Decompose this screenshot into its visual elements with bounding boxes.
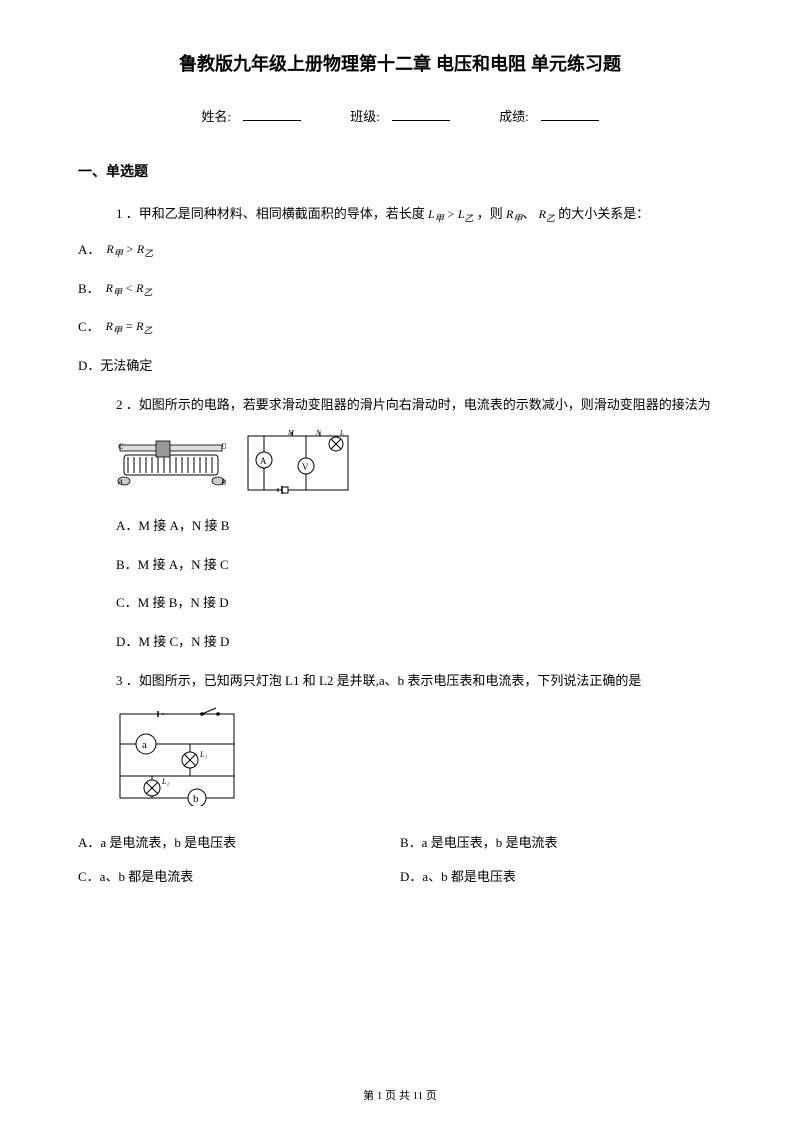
q3-option-b: B．a 是电压表，b 是电流表 — [400, 833, 722, 854]
svg-text:L: L — [339, 430, 344, 437]
svg-text:A: A — [260, 456, 267, 466]
svg-text:V: V — [302, 462, 309, 472]
page-title: 鲁教版九年级上册物理第十二章 电压和电阻 单元练习题 — [78, 50, 722, 79]
q1-option-b: B． R甲 < R乙 — [78, 279, 722, 300]
q1-optB-label: B． — [78, 279, 100, 300]
svg-text:a: a — [142, 739, 147, 751]
q1-option-d: D．无法确定 — [78, 356, 722, 377]
circuit-icon: M N L A V — [244, 430, 354, 498]
question-1: 1 ．甲和乙是同种材料、相同横截面积的导体，若长度 L甲 > L乙 ，则 R甲、… — [78, 204, 722, 377]
section-1-header: 一、单选题 — [78, 160, 722, 182]
svg-text:A: A — [117, 478, 123, 487]
q1-stem-suffix: 的大小关系是： — [558, 206, 649, 221]
q3-option-d: D．a、b 都是电压表 — [400, 867, 722, 888]
name-blank — [243, 107, 301, 121]
svg-text:C: C — [118, 442, 124, 451]
q1-formula-r2: R乙 — [539, 207, 555, 221]
q2-option-c: C．M 接 B，N 接 D — [116, 593, 722, 614]
question-3: 3 ．如图所示，已知两只灯泡 L1 和 L2 是并联,a、b 表示电压表和电流表… — [78, 671, 722, 888]
svg-text:M: M — [287, 430, 295, 437]
q2-stem: 2 ．如图所示的电路，若要求滑动变阻器的滑片向右滑动时，电流表的示数减小，则滑动… — [116, 395, 722, 416]
svg-text:L₁: L₁ — [199, 750, 207, 759]
q2-option-d: D．M 接 C，N 接 D — [116, 632, 722, 653]
q2-figure-row: C D A B M N L A V — [116, 430, 722, 498]
svg-text:b: b — [193, 793, 199, 805]
question-2: 2 ．如图所示的电路，若要求滑动变阻器的滑片向右滑动时，电流表的示数减小，则滑动… — [78, 395, 722, 653]
q1-formula-length: L甲 > L乙 — [428, 207, 474, 221]
q1-option-a: A． R甲 > R乙 — [78, 240, 722, 261]
class-label: 班级: — [350, 109, 380, 124]
q3-stem: 3 ．如图所示，已知两只灯泡 L1 和 L2 是并联,a、b 表示电压表和电流表… — [116, 671, 722, 692]
q3-option-a: A．a 是电流表，b 是电压表 — [78, 833, 400, 854]
q2-option-a: A．M 接 A，N 接 B — [116, 516, 722, 537]
q3-options-row1: A．a 是电流表，b 是电压表 B．a 是电压表，b 是电流表 — [78, 833, 722, 854]
rheostat-icon: C D A B — [116, 437, 226, 491]
circuit2-icon: a L₁ L₂ b — [112, 706, 242, 806]
page-footer: 第 1 页 共 11 页 — [0, 1088, 800, 1106]
q1-optD-label: D．无法确定 — [78, 356, 152, 377]
q1-option-c: C． R甲 = R乙 — [78, 317, 722, 338]
student-info-row: 姓名: 班级: 成绩: — [78, 107, 722, 128]
svg-text:D: D — [220, 442, 226, 451]
q2-option-b: B．M 接 A，N 接 C — [116, 555, 722, 576]
q1-stem: 1 ．甲和乙是同种材料、相同横截面积的导体，若长度 L甲 > L乙 ，则 R甲、… — [116, 204, 722, 226]
q1-optB-formula: R甲 < R乙 — [106, 279, 153, 300]
q1-stem-prefix: 1 ．甲和乙是同种材料、相同横截面积的导体，若长度 — [116, 206, 425, 221]
q1-formula-r1: R甲 — [506, 207, 522, 221]
q3-option-c: C．a、b 都是电流表 — [78, 867, 400, 888]
q1-optA-formula: R甲 > R乙 — [106, 240, 153, 261]
q3-options-row2: C．a、b 都是电流表 D．a、b 都是电压表 — [78, 867, 722, 888]
q1-stem-mid: ，则 — [477, 206, 503, 221]
class-blank — [392, 107, 450, 121]
name-label: 姓名: — [201, 109, 231, 124]
q1-optC-label: C． — [78, 317, 100, 338]
svg-text:B: B — [221, 478, 226, 487]
q1-optA-label: A． — [78, 240, 100, 261]
score-label: 成绩: — [499, 109, 529, 124]
q1-optC-formula: R甲 = R乙 — [106, 317, 153, 338]
svg-text:L₂: L₂ — [161, 777, 169, 786]
score-blank — [541, 107, 599, 121]
